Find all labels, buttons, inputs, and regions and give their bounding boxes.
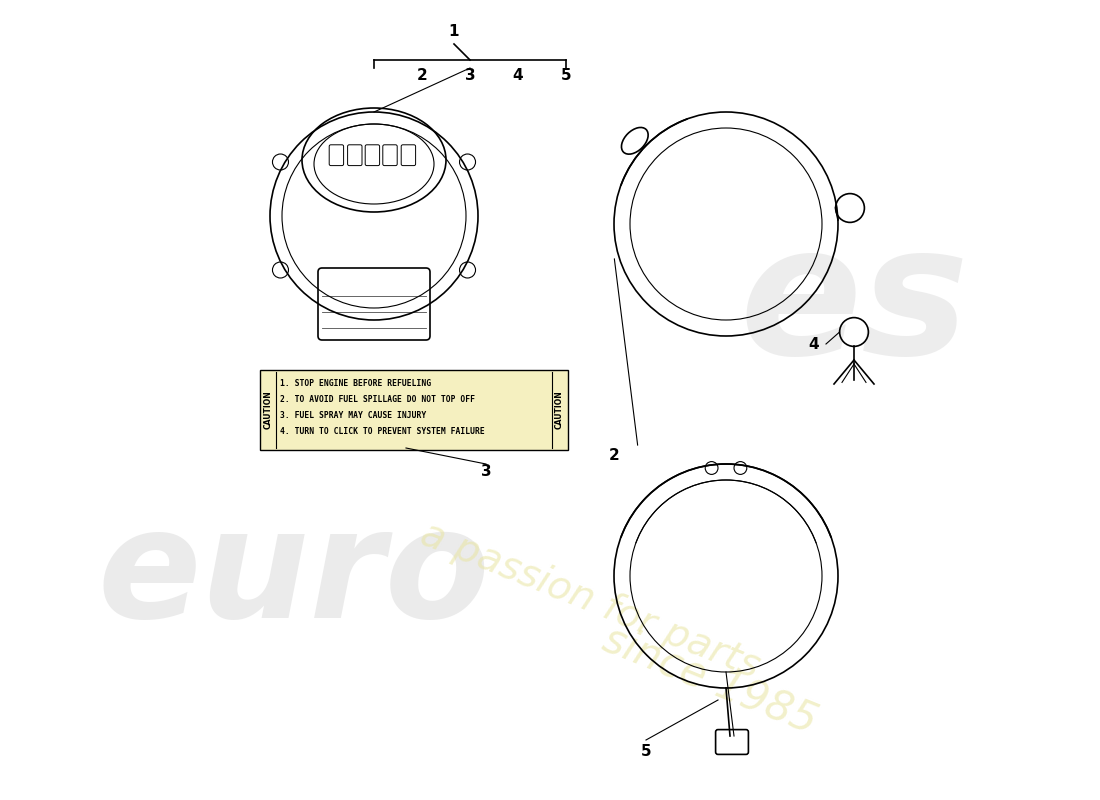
Text: 2: 2: [608, 449, 619, 463]
Text: 4: 4: [808, 337, 820, 351]
Text: 3: 3: [481, 465, 492, 479]
FancyBboxPatch shape: [260, 370, 569, 450]
Text: es: es: [739, 216, 969, 392]
Text: CAUTION: CAUTION: [264, 390, 273, 430]
Text: CAUTION: CAUTION: [556, 390, 564, 430]
Text: 2. TO AVOID FUEL SPILLAGE DO NOT TOP OFF: 2. TO AVOID FUEL SPILLAGE DO NOT TOP OFF: [279, 395, 474, 405]
Text: 4. TURN TO CLICK TO PREVENT SYSTEM FAILURE: 4. TURN TO CLICK TO PREVENT SYSTEM FAILU…: [279, 427, 484, 437]
Text: 1. STOP ENGINE BEFORE REFUELING: 1. STOP ENGINE BEFORE REFUELING: [279, 379, 431, 389]
Text: 3. FUEL SPRAY MAY CAUSE INJURY: 3. FUEL SPRAY MAY CAUSE INJURY: [279, 411, 426, 421]
Text: 1: 1: [449, 25, 460, 39]
Text: a passion for parts: a passion for parts: [415, 514, 766, 686]
Text: 3: 3: [464, 69, 475, 83]
Text: 5: 5: [640, 745, 651, 759]
Text: euro: euro: [98, 502, 491, 650]
Text: 5: 5: [561, 69, 571, 83]
Text: 4: 4: [513, 69, 524, 83]
Text: since 1985: since 1985: [596, 618, 823, 742]
Text: 2: 2: [417, 69, 428, 83]
